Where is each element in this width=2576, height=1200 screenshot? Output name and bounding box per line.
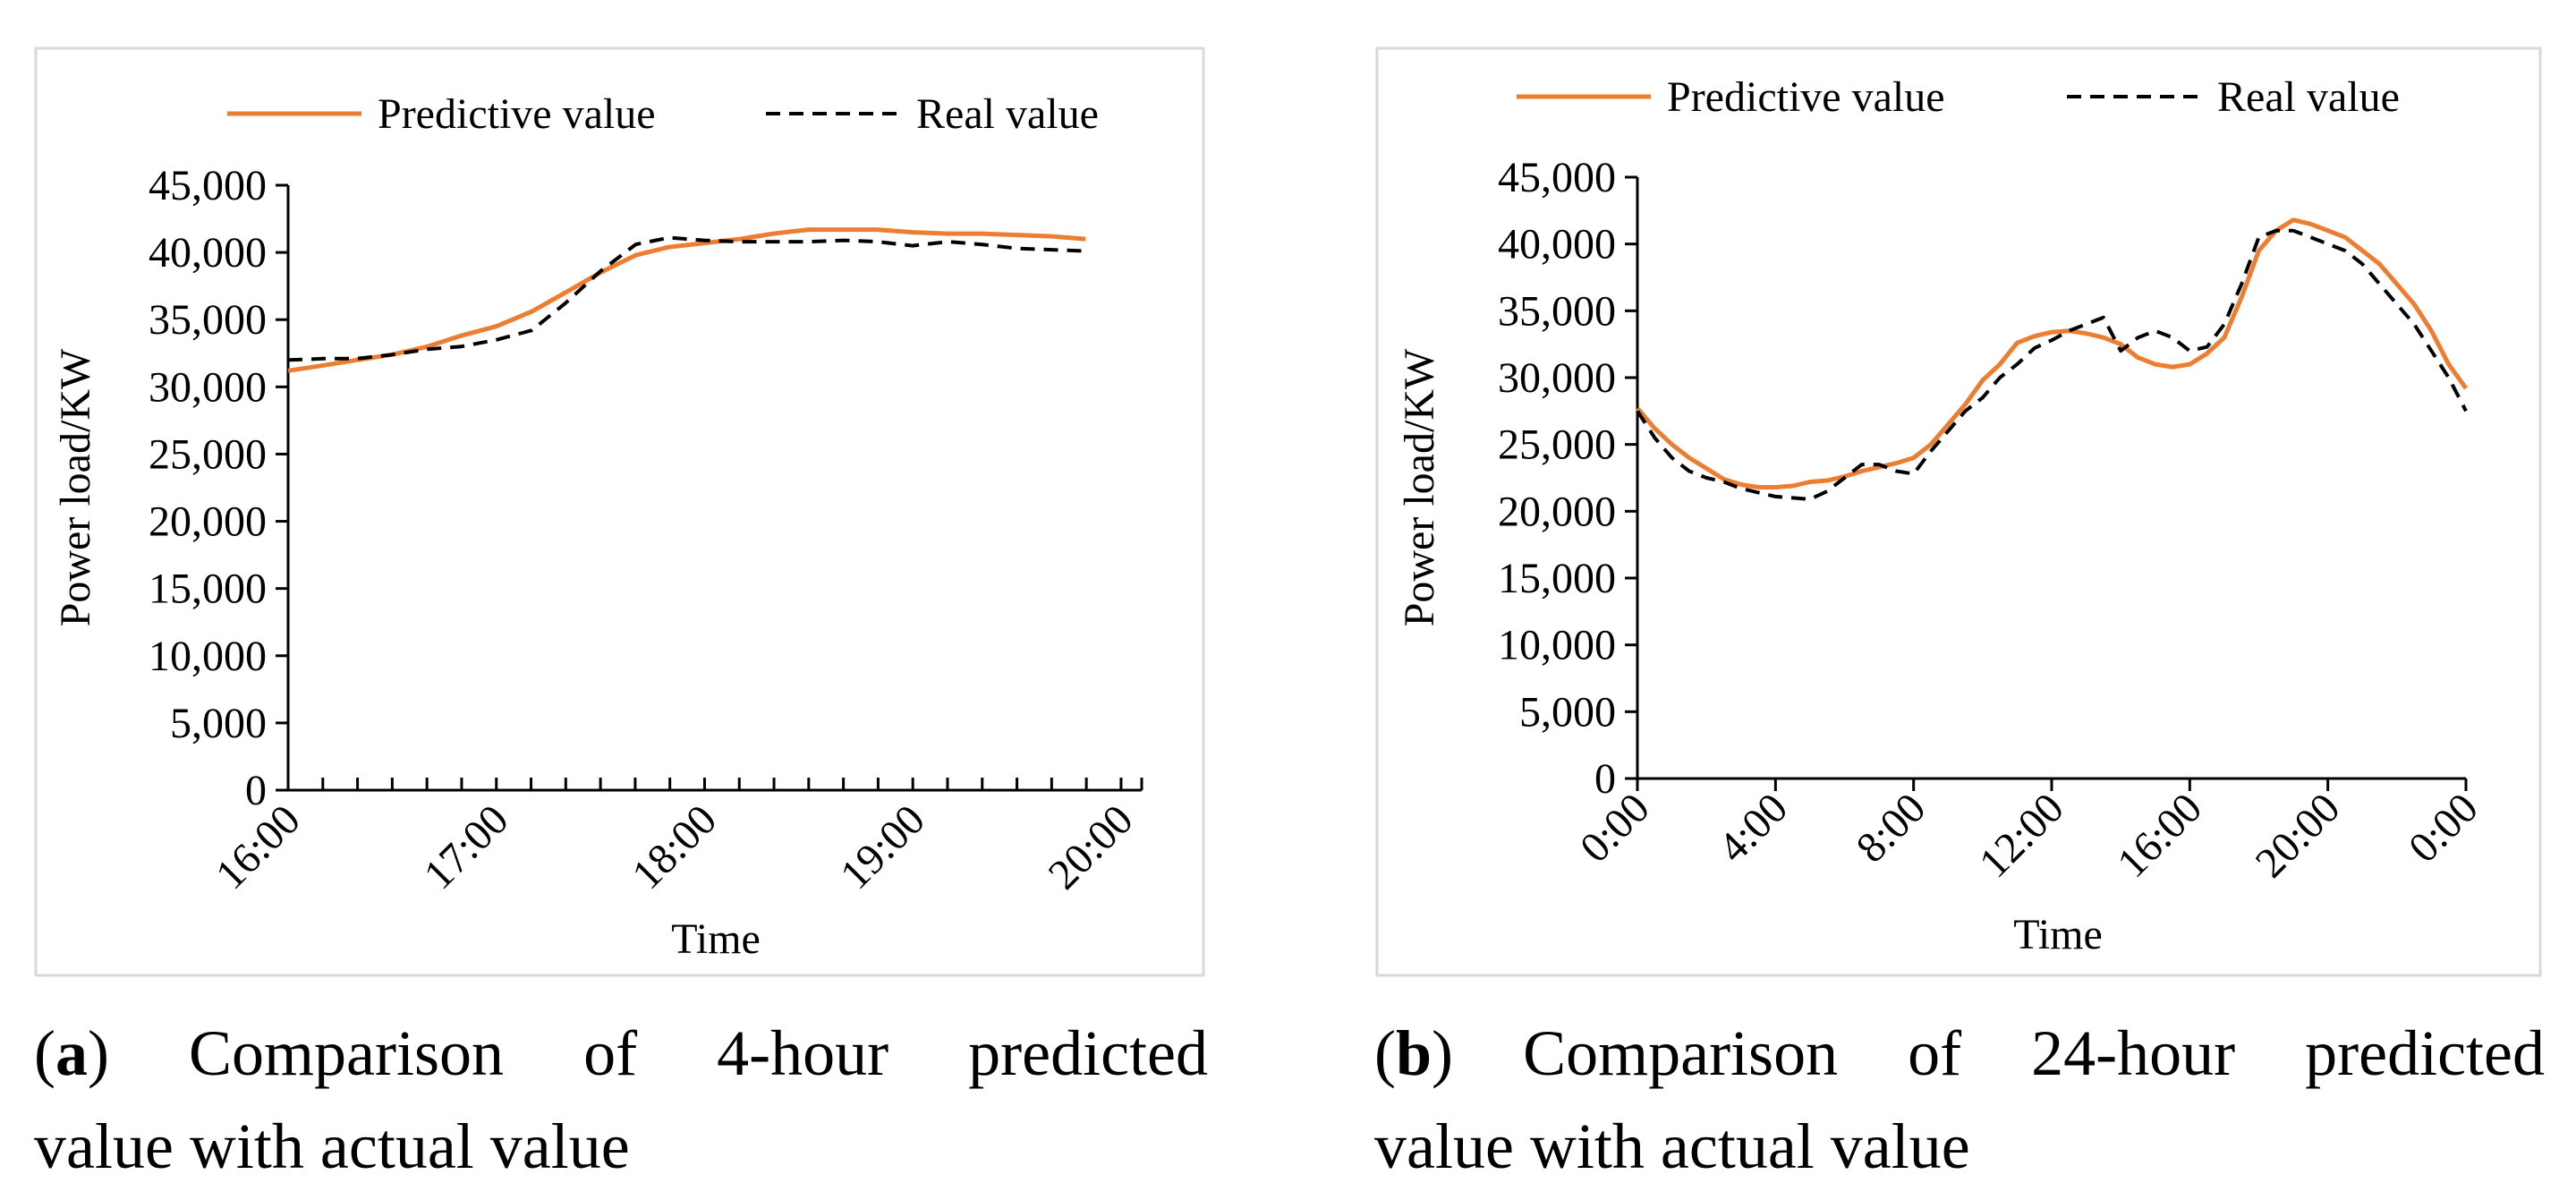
chart-b-x-tick-label: 16:00 (2108, 784, 2211, 887)
caption-a-line1: (a) Comparison of 4-hour predicted (34, 1017, 1208, 1089)
chart-b-series-real-line (1636, 228, 2468, 501)
chart-a-y-axis-title: Power load/KW (52, 348, 99, 626)
chart-a-legend-label-real: Real value (916, 90, 1099, 138)
chart-a-y-tick-label: 20,000 (149, 498, 267, 546)
chart-b-y-tick-label: 45,000 (1498, 154, 1616, 201)
chart-b-y-tick-label: 30,000 (1498, 354, 1616, 402)
panel-a: 0 5,000 10,000 15,000 20,000 25,000 30,000 35,0… (0, 0, 1271, 1200)
chart-b-y-tick-label: 20,000 (1498, 488, 1616, 535)
chart-a-x-tick-label: 20:00 (1040, 796, 1143, 898)
chart-a-x-tick-label: 19:00 (831, 796, 934, 898)
chart-b-x-tick-label: 20:00 (2247, 784, 2350, 887)
chart-a-x-tick-label: 17:00 (415, 796, 518, 898)
panel-b: 0 5,000 10,000 15,000 20,000 25,000 30,000 35,0… (1342, 0, 2576, 1200)
chart-b-y-tick-label: 0 (1594, 755, 1616, 803)
chart-a-y-tick-label: 35,000 (149, 296, 267, 344)
chart-a-y-tick-label: 0 (245, 767, 267, 814)
chart-a-y-tick-label: 45,000 (149, 162, 267, 209)
chart-a-y-tick-label: 15,000 (149, 566, 267, 613)
chart-b-x-tick-label: 4:00 (1709, 784, 1797, 872)
chart-b-y-tick-label: 10,000 (1498, 622, 1616, 669)
chart-b-x-tick-label: 0:00 (2400, 784, 2487, 872)
chart-b: 0 5,000 10,000 15,000 20,000 25,000 30,000 35,0… (1375, 47, 2542, 977)
chart-b-frame (1375, 47, 2542, 977)
chart-b-x-tick-label: 12:00 (1970, 784, 2073, 887)
chart-b-x-tick-label: 0:00 (1571, 784, 1659, 872)
caption-a: (a) Comparison of 4-hour predicted value… (34, 1007, 1208, 1193)
chart-b-legend-label-predictive: Predictive value (1667, 73, 1945, 121)
chart-a-y-tick-label: 5,000 (170, 700, 267, 747)
caption-a-line2: value with actual value (34, 1111, 630, 1182)
chart-a-series-real-line (287, 235, 1086, 362)
chart-a-x-tick-label: 18:00 (623, 796, 726, 898)
chart-b-x-tick-label: 8:00 (1848, 784, 1935, 872)
chart-b-y-tick-label: 40,000 (1498, 221, 1616, 268)
chart-b-y-tick-label: 5,000 (1519, 688, 1616, 736)
chart-a: 0 5,000 10,000 15,000 20,000 25,000 30,000 35,0… (34, 47, 1205, 977)
chart-a-y-tick-label: 30,000 (149, 363, 267, 411)
chart-a-y-tick-label: 25,000 (149, 430, 267, 478)
chart-b-y-tick-label: 35,000 (1498, 287, 1616, 335)
chart-b-y-axis-title: Power load/KW (1396, 348, 1443, 626)
chart-b-y-tick-label: 25,000 (1498, 421, 1616, 469)
chart-a-series-predictive-line (287, 227, 1086, 373)
chart-a-y-tick-label: 10,000 (149, 633, 267, 680)
chart-b-legend-label-real: Real value (2217, 73, 2400, 121)
chart-a-frame (34, 47, 1205, 977)
chart-b-x-axis-title: Time (2013, 911, 2103, 958)
chart-b-series-predictive-line (1636, 217, 2469, 489)
caption-b-line2: value with actual value (1374, 1111, 1970, 1182)
chart-a-legend-label-predictive: Predictive value (378, 90, 656, 138)
caption-b: (b) Comparison of 24-hour predicted valu… (1374, 1007, 2545, 1193)
caption-b-line1: (b) Comparison of 24-hour predicted (1374, 1017, 2545, 1089)
chart-a-x-axis-title: Time (671, 915, 761, 963)
chart-b-y-tick-label: 15,000 (1498, 555, 1616, 602)
chart-a-y-tick-label: 40,000 (149, 229, 267, 277)
